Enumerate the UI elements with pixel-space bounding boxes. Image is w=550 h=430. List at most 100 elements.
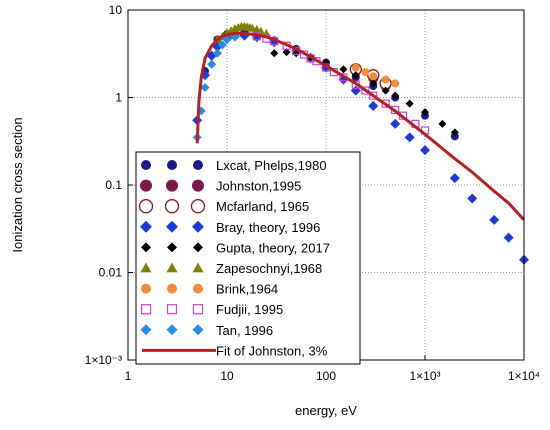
data-point bbox=[369, 91, 378, 100]
legend-label: Johnston,1995 bbox=[216, 179, 301, 194]
data-point bbox=[450, 132, 459, 141]
data-point bbox=[270, 49, 279, 58]
legend-marker bbox=[140, 220, 152, 233]
data-point bbox=[405, 99, 414, 108]
series-6 bbox=[351, 63, 400, 88]
legend-marker bbox=[141, 283, 151, 294]
legend-marker bbox=[166, 179, 178, 192]
data-point bbox=[438, 119, 447, 128]
data-point bbox=[381, 75, 390, 84]
legend-marker bbox=[140, 324, 152, 336]
data-point bbox=[369, 79, 378, 88]
legend-entry: Gupta, theory, 2017 bbox=[141, 240, 330, 255]
data-point bbox=[368, 100, 379, 111]
x-axis-label: energy, eV bbox=[295, 403, 357, 418]
data-point bbox=[222, 35, 232, 45]
y-tick-label: 1×10⁻³ bbox=[85, 353, 122, 367]
data-point bbox=[207, 59, 217, 69]
legend-marker bbox=[193, 242, 203, 253]
legend-label: Brink,1964 bbox=[216, 282, 278, 297]
x-tick-label: 1×10³ bbox=[409, 369, 440, 383]
series-9 bbox=[195, 31, 526, 221]
legend-label: Bray, theory, 1996 bbox=[216, 220, 320, 235]
legend-entry: Mcfarland, 1965 bbox=[138, 199, 309, 214]
data-point bbox=[421, 108, 429, 117]
legend-marker bbox=[192, 179, 204, 192]
legend-label: Fit of Johnston, 3% bbox=[216, 343, 328, 358]
legend-entry: Fit of Johnston, 3% bbox=[142, 343, 328, 358]
legend-label: Tan, 1996 bbox=[216, 323, 273, 338]
series-7 bbox=[252, 32, 430, 135]
data-point bbox=[381, 86, 390, 95]
legend-marker bbox=[190, 199, 206, 214]
data-point bbox=[212, 48, 222, 58]
data-point bbox=[450, 128, 459, 137]
legend-marker bbox=[192, 220, 204, 233]
data-point bbox=[200, 83, 210, 93]
x-tick-label: 1 bbox=[125, 369, 132, 383]
y-tick-label: 10 bbox=[109, 3, 123, 17]
data-point bbox=[467, 193, 478, 204]
legend-marker bbox=[141, 160, 151, 170]
y-tick-label: 0.1 bbox=[105, 178, 122, 192]
x-tick-label: 10 bbox=[220, 369, 234, 383]
legend-label: Lxcat, Phelps,1980 bbox=[216, 158, 327, 173]
x-tick-label: 100 bbox=[316, 369, 336, 383]
fit-line bbox=[195, 31, 526, 221]
y-tick-label: 1 bbox=[115, 91, 122, 105]
data-point bbox=[282, 48, 291, 57]
data-point bbox=[404, 132, 415, 143]
legend-label: Mcfarland, 1965 bbox=[216, 199, 309, 214]
data-point bbox=[369, 72, 378, 81]
data-point bbox=[361, 68, 370, 77]
y-axis-label: Ionization cross section bbox=[10, 117, 25, 252]
legend-entry: Bray, theory, 1996 bbox=[140, 220, 320, 235]
legend-marker bbox=[193, 160, 203, 170]
legend-marker bbox=[166, 262, 178, 273]
legend-marker bbox=[166, 324, 178, 336]
data-point bbox=[449, 173, 460, 184]
ticks: 1 10 100 1×10³ 1×10⁴ 1×10⁻³ 0.01 0.1 1 10 bbox=[85, 3, 540, 383]
legend-marker bbox=[192, 324, 204, 336]
series-layer bbox=[192, 21, 529, 265]
data-point bbox=[391, 91, 400, 100]
legend-marker bbox=[167, 160, 177, 170]
legend-marker bbox=[141, 242, 151, 253]
legend-marker bbox=[140, 304, 152, 315]
series-0 bbox=[201, 28, 459, 141]
legend-entry: Johnston,1995 bbox=[140, 179, 301, 194]
legend-marker bbox=[166, 220, 178, 233]
legend-entry: Lxcat, Phelps,1980 bbox=[141, 158, 327, 173]
legend-marker bbox=[167, 242, 177, 253]
legend-label: Zapesochnyi,1968 bbox=[216, 261, 322, 276]
data-point bbox=[420, 145, 430, 156]
legend-entry: Tan, 1996 bbox=[140, 323, 273, 338]
legend-marker bbox=[192, 262, 204, 273]
data-point bbox=[351, 71, 360, 80]
legend-marker bbox=[138, 199, 154, 214]
legend-marker bbox=[164, 199, 180, 214]
legend-label: Gupta, theory, 2017 bbox=[216, 240, 330, 255]
legend-marker bbox=[193, 283, 203, 294]
data-point bbox=[322, 58, 330, 67]
legend-label: Fudjii, 1995 bbox=[216, 302, 283, 317]
legend-entry: Fudjii, 1995 bbox=[140, 302, 283, 317]
y-tick-label: 0.01 bbox=[99, 266, 123, 280]
legend-marker bbox=[192, 304, 204, 315]
data-point bbox=[489, 214, 500, 225]
legend-marker bbox=[140, 262, 152, 273]
data-point bbox=[390, 118, 401, 129]
data-point bbox=[391, 79, 400, 88]
legend-marker bbox=[140, 179, 152, 192]
series-4 bbox=[270, 48, 459, 137]
data-point bbox=[361, 86, 370, 95]
legend-marker bbox=[167, 283, 177, 294]
x-tick-label: 1×10⁴ bbox=[508, 369, 540, 383]
data-point bbox=[351, 63, 360, 72]
legend-marker bbox=[166, 304, 178, 315]
legend-entry: Zapesochnyi,1968 bbox=[140, 261, 322, 276]
data-point bbox=[503, 232, 514, 243]
legend-entry: Brink,1964 bbox=[141, 282, 278, 297]
data-point bbox=[239, 30, 250, 41]
